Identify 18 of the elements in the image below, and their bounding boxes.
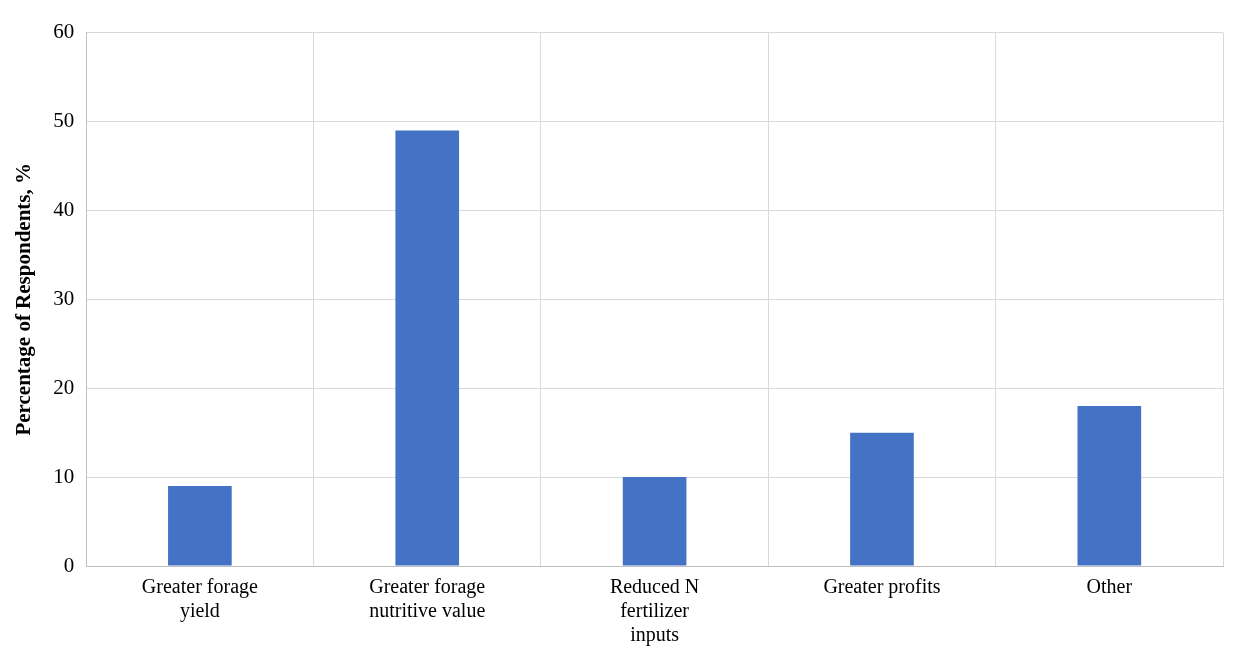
x-tick-label: Other — [1086, 575, 1133, 598]
x-tick-label: Greater forage yield — [141, 575, 259, 623]
bar — [622, 477, 687, 566]
bar — [395, 130, 460, 566]
y-axis-title: Percentage of Respondents, % — [11, 163, 36, 436]
bar — [1077, 405, 1142, 566]
y-tick-label: 20 — [53, 374, 75, 399]
y-tick-label: 30 — [53, 285, 75, 310]
y-tick-label: 50 — [53, 108, 75, 133]
y-tick-label: 60 — [53, 19, 75, 44]
x-tick-label: Reduced N fertilizer inputs — [609, 575, 700, 647]
x-tick-label: Greater profits — [823, 575, 941, 599]
y-tick-label: 10 — [53, 463, 75, 488]
bar — [850, 432, 914, 566]
x-tick-label: Greater forage nutritive value — [369, 575, 486, 622]
bar — [168, 485, 232, 566]
y-tick-label: 0 — [63, 552, 75, 577]
y-tick-label: 40 — [53, 196, 75, 221]
